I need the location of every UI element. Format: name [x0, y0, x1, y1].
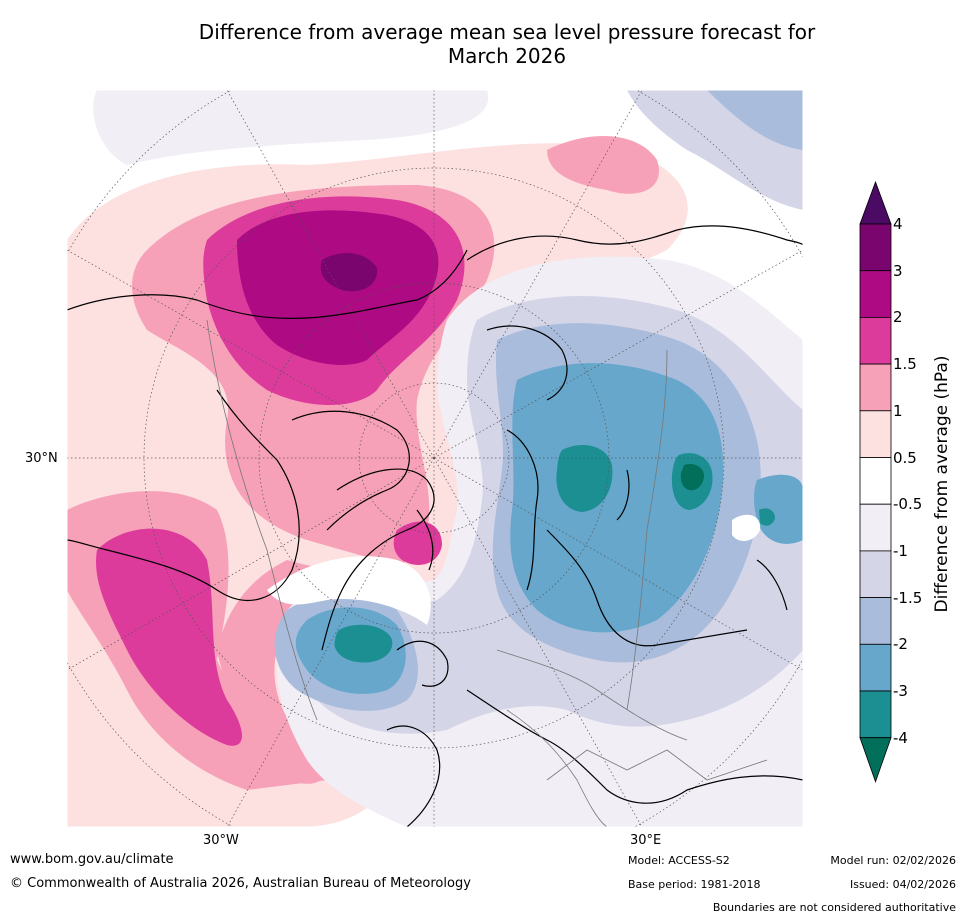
anomaly-neg-2-e: [754, 474, 803, 544]
colorbar-tick-label: -4: [893, 728, 908, 747]
footer-disclaimer: Boundaries are not considered authoritat…: [712, 901, 956, 914]
anomaly-pos-15-sm: [393, 521, 442, 565]
colorbar-tick-label: -3: [893, 682, 908, 700]
footer-base-period: Base period: 1981-2018: [628, 878, 761, 891]
chart-title: Difference from average mean sea level p…: [0, 20, 965, 68]
colorbar-tick-label: 4: [893, 215, 903, 233]
title-line-1: Difference from average mean sea level p…: [198, 20, 816, 44]
colorbar-tick-label: 1: [893, 401, 903, 420]
colorbar-swatch: [859, 410, 892, 458]
colorbar-swatch: [859, 503, 892, 552]
colorbar-swatch: [859, 316, 892, 365]
coastlines: [67, 225, 803, 827]
colorbar-tick-label: -1.5: [893, 588, 923, 607]
borders: [206, 319, 768, 827]
anomaly-near-zero-spot: [732, 514, 761, 542]
pressure-anomaly-map: [67, 90, 803, 827]
colorbar-swatch: [859, 270, 892, 318]
anomaly-neg-top: [93, 90, 489, 165]
lon-label-30e: 30°E: [630, 833, 662, 848]
colorbar-swatch: [859, 363, 892, 412]
graticule: [67, 90, 803, 827]
anomaly-neg-3-d: [759, 508, 775, 526]
anomaly-neg-3-c: [334, 624, 393, 663]
colorbar-swatch: [859, 550, 892, 598]
colorbar-tick-label: 3: [893, 261, 903, 280]
colorbar-swatch: [859, 457, 892, 505]
colorbar-tick-label: 2: [893, 308, 903, 327]
colorbar-tick-label: -1: [893, 541, 908, 560]
colorbar-tick-label: -2: [893, 635, 908, 654]
footer-model-run: Model run: 02/02/2026: [830, 854, 956, 867]
anomaly-neg-4: [680, 464, 704, 491]
colorbar-extend-min: [859, 737, 892, 783]
anomaly-neg-2: [510, 363, 724, 633]
lat-label-30n: 30°N: [25, 451, 58, 466]
colorbar: [859, 180, 892, 783]
footer-copyright: © Commonwealth of Australia 2026, Austra…: [10, 876, 471, 891]
anomaly-neg-3-a: [556, 445, 613, 512]
footer-url[interactable]: www.bom.gov.au/climate: [10, 852, 174, 867]
colorbar-extend-max: [859, 180, 892, 225]
colorbar-swatch: [859, 223, 892, 272]
anomaly-pos-1-ne: [547, 136, 659, 194]
footer-model: Model: ACCESS-S2: [628, 854, 730, 867]
colorbar-swatch: [859, 690, 892, 739]
anomaly-neg-topright-core: [707, 90, 803, 150]
anomaly-near-zero-band: [267, 556, 431, 625]
colorbar-tick-label: 1.5: [893, 355, 917, 374]
colorbar-swatch: [859, 643, 892, 692]
colorbar-tick-label: 0.5: [893, 448, 917, 467]
title-line-2: March 2026: [447, 44, 567, 68]
colorbar-tick-label: -0.5: [893, 495, 923, 514]
lon-label-30w: 30°W: [203, 833, 239, 848]
footer-issued: Issued: 04/02/2026: [849, 878, 956, 891]
colorbar-title: Difference from average (hPa): [932, 355, 952, 613]
colorbar-swatch: [859, 597, 892, 645]
anomaly-pos-3: [320, 253, 378, 292]
